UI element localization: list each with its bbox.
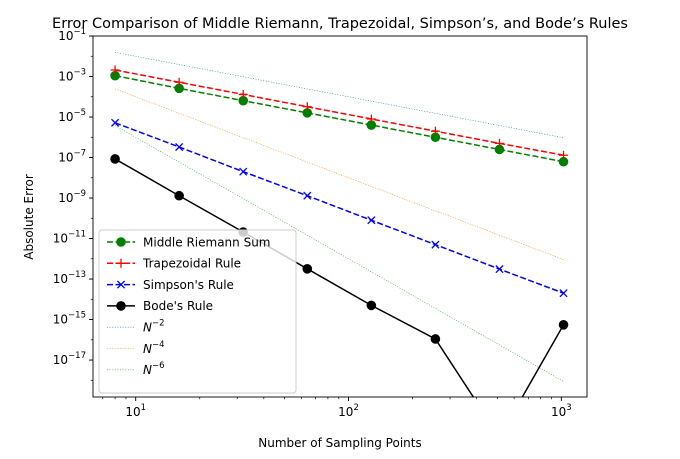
legend-label-n-: N−4 [143,340,165,356]
data-point-bode-s-rule [174,190,184,201]
x-tick-label: 103 [551,403,572,419]
data-point-simpson-s-rule [111,118,120,127]
y-tick-label: 10−9 [58,189,86,205]
data-point-trapezoidal-rule [494,138,504,148]
y-tick-label: 10−3 [58,68,86,84]
series-lines [110,52,569,397]
series-line-n- [115,52,564,139]
data-point-simpson-s-rule [175,142,184,152]
y-tick-label: 10−7 [58,149,86,165]
chart-title: Error Comparison of Middle Riemann, Trap… [52,16,628,32]
y-tick-label: 10−5 [58,108,86,124]
data-point-simpson-s-rule [367,216,376,225]
series-line-simpson-s-rule [114,122,564,294]
y-axis-label: Absolute Error [22,174,36,260]
legend: Middle Riemann Sum Trapezoidal Rule Simpso… [98,229,297,394]
data-point-trapezoidal-rule [174,77,184,87]
legend-label-n-: N−6 [143,361,165,377]
data-point-trapezoidal-rule [238,89,248,99]
legend-label-middle-riemann-sum: Middle Riemann Sum [143,235,271,249]
data-point-simpson-s-rule [303,191,312,200]
x-tick-label: 101 [125,403,146,419]
data-point-bode-s-rule [430,334,441,344]
data-point-trapezoidal-rule [430,126,440,136]
legend-marker-simpson-s-rule [116,280,126,289]
data-point-trapezoidal-rule [302,102,312,112]
y-tick-label: 10−15 [53,311,86,327]
legend-marker-trapezoidal-rule [116,258,126,268]
series-line-n- [114,88,564,260]
data-point-simpson-s-rule [495,265,504,274]
data-point-bode-s-rule [366,300,377,311]
y-tick-label: 10−1 [58,27,86,43]
x-axis-ticks: 101 102 103 [102,397,572,419]
legend-label-bode-s-rule: Bode's Rule [143,299,213,313]
legend-label-simpson-s-rule: Simpson's Rule [143,278,234,292]
y-axis-ticks: 10−17 10−15 10−13 10−11 10−9 10−7 10−5 10−3 10−1 [53,27,93,381]
legend-marker-middle-riemann-sum [116,237,126,247]
x-axis-label: Number of Sampling Points [258,436,421,450]
axes-frame [92,35,588,398]
plot-area [92,35,588,398]
legend-marker-bode-s-rule [116,301,126,311]
data-point-simpson-s-rule [559,289,568,298]
data-point-simpson-s-rule [431,240,440,249]
legend-box [98,229,297,394]
y-tick-label: 10−13 [53,270,86,286]
x-tick-label: 102 [338,403,359,419]
data-point-trapezoidal-rule [559,150,569,160]
y-tick-label: 10−11 [53,230,86,246]
legend-label-trapezoidal-rule: Trapezoidal Rule [142,257,241,271]
data-point-trapezoidal-rule [366,114,376,124]
data-point-simpson-s-rule [239,167,248,176]
data-point-trapezoidal-rule [110,65,120,75]
y-tick-label: 10−17 [53,351,86,367]
series-line-n- [114,125,564,382]
series-line-bode-s-rule [114,158,565,397]
data-point-bode-s-rule [110,154,120,164]
data-point-bode-s-rule [302,264,313,274]
legend-label-n-: N−2 [143,319,165,335]
data-point-bode-s-rule [558,320,569,330]
